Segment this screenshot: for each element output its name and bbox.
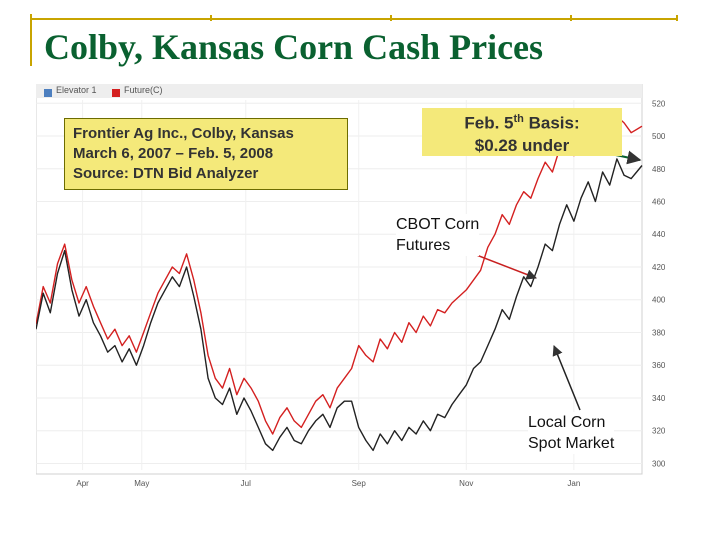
local-annotation-line-2: Spot Market	[528, 435, 615, 452]
decorative-top-rule	[30, 18, 678, 20]
legend-future-label: Future(C)	[124, 85, 163, 95]
series-line-elevator-1	[36, 158, 643, 452]
y-tick-label: 440	[652, 230, 666, 239]
source-info-box: Frontier Ag Inc., Colby, Kansas March 6,…	[64, 118, 348, 190]
local-annotation: Local Corn Spot Market	[528, 412, 615, 454]
x-tick-label: Sep	[352, 479, 367, 488]
y-tick-label: 500	[652, 132, 666, 141]
x-tick-label: May	[134, 479, 149, 488]
decorative-tick	[210, 15, 212, 21]
source-line-1: Frontier Ag Inc., Colby, Kansas	[73, 125, 294, 142]
decorative-tick	[676, 15, 678, 21]
series-line-future-c	[36, 115, 643, 435]
y-tick-label: 420	[652, 263, 666, 272]
x-tick-label: Jul	[241, 479, 251, 488]
source-line-3: Source: DTN Bid Analyzer	[73, 165, 259, 182]
y-tick-label: 400	[652, 296, 666, 305]
basis-label-text: Basis:	[523, 113, 580, 133]
source-line-2: March 6, 2007 – Feb. 5, 2008	[73, 145, 274, 162]
futures-annotation: CBOT Corn Futures	[396, 214, 480, 256]
basis-value: $0.28 under	[474, 135, 570, 155]
basis-callout: Feb. 5th Basis: $0.28 under	[422, 108, 622, 156]
decorative-tick	[390, 15, 392, 21]
y-tick-label: 360	[652, 361, 666, 370]
futures-annotation-line-2: Futures	[396, 237, 451, 254]
y-tick-label: 340	[652, 394, 666, 403]
x-tick-label: Apr	[76, 479, 89, 488]
futures-annotation-line-1: CBOT Corn	[396, 216, 480, 233]
local-arrow	[552, 345, 581, 411]
y-tick-label: 320	[652, 427, 666, 436]
basis-date-text: Feb. 5	[464, 113, 514, 133]
x-tick-label: Nov	[459, 479, 473, 488]
y-tick-label: 300	[652, 459, 666, 468]
decorative-tick	[570, 15, 572, 21]
y-tick-label: 480	[652, 165, 666, 174]
futures-arrow	[473, 253, 537, 280]
y-tick-label: 380	[652, 328, 666, 337]
y-tick-label: 520	[652, 99, 666, 108]
legend-elevator-swatch	[44, 89, 52, 97]
x-tick-label: Jan	[567, 479, 580, 488]
decorative-left-rule	[30, 14, 32, 66]
slide-title: Colby, Kansas Corn Cash Prices	[44, 27, 544, 67]
legend-elevator-label: Elevator 1	[56, 85, 97, 95]
y-tick-label: 460	[652, 198, 666, 207]
legend-future-swatch	[112, 89, 120, 97]
basis-line-1: Feb. 5th Basis:	[422, 108, 622, 135]
basis-date-suffix: th	[513, 113, 524, 125]
local-annotation-line-1: Local Corn	[528, 414, 606, 431]
legend-bar	[36, 84, 642, 98]
